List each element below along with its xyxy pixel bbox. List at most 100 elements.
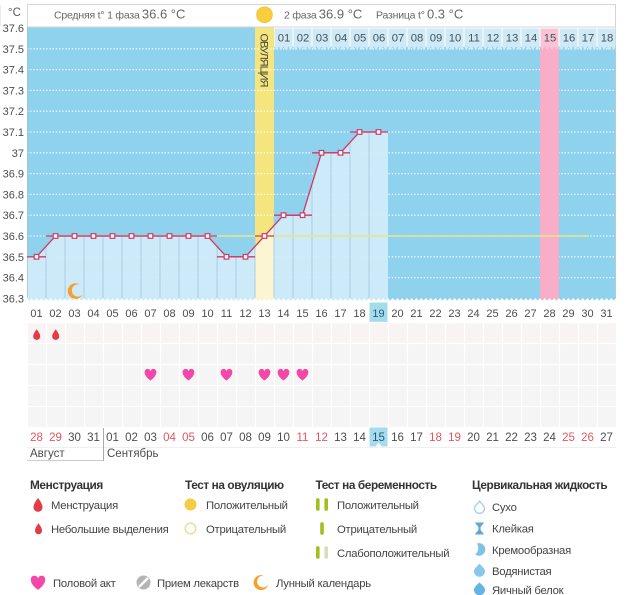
- svg-text:15: 15: [544, 33, 557, 45]
- svg-text:Кремообразная: Кремообразная: [492, 545, 571, 557]
- svg-text:Менструация: Менструация: [51, 500, 118, 512]
- svg-text:02: 02: [297, 33, 310, 45]
- svg-text:31: 31: [87, 432, 100, 444]
- svg-text:03: 03: [68, 308, 80, 320]
- svg-text:37.6: 37.6: [3, 23, 24, 35]
- svg-text:Лунный календарь: Лунный календарь: [276, 578, 371, 590]
- svg-text:23: 23: [524, 432, 537, 444]
- svg-text:37.1: 37.1: [3, 127, 24, 139]
- svg-text:27: 27: [600, 432, 613, 444]
- svg-text:17: 17: [582, 33, 595, 45]
- svg-text:Разница t° 0.3 °C: Разница t° 0.3 °C: [376, 7, 463, 22]
- svg-text:31: 31: [600, 308, 612, 320]
- svg-text:19: 19: [448, 432, 461, 444]
- svg-text:16: 16: [563, 33, 576, 45]
- svg-text:Прием лекарств: Прием лекарств: [157, 578, 239, 590]
- svg-text:36.3: 36.3: [3, 293, 24, 305]
- svg-text:02: 02: [49, 308, 61, 320]
- svg-text:11: 11: [221, 308, 232, 320]
- svg-text:36.6: 36.6: [3, 231, 24, 243]
- svg-text:20: 20: [467, 432, 480, 444]
- svg-text:36.9: 36.9: [3, 169, 24, 181]
- svg-text:36.4: 36.4: [3, 273, 24, 285]
- svg-text:Небольшие выделения: Небольшие выделения: [51, 524, 169, 536]
- svg-text:05: 05: [182, 432, 195, 444]
- svg-text:37: 37: [12, 148, 24, 160]
- svg-text:06: 06: [201, 432, 214, 444]
- svg-text:Тест на беременность: Тест на беременность: [316, 478, 437, 492]
- svg-text:30: 30: [581, 308, 593, 320]
- svg-text:25: 25: [562, 432, 575, 444]
- svg-text:Тест на овуляцию: Тест на овуляцию: [185, 478, 284, 492]
- svg-text:11: 11: [297, 432, 309, 444]
- svg-text:17: 17: [410, 432, 423, 444]
- svg-text:04: 04: [163, 432, 176, 444]
- svg-text:05: 05: [106, 308, 118, 320]
- svg-text:24: 24: [467, 308, 479, 320]
- svg-text:21: 21: [410, 308, 422, 320]
- svg-text:19: 19: [372, 308, 384, 320]
- svg-text:17: 17: [334, 308, 346, 320]
- svg-text:23: 23: [448, 308, 460, 320]
- svg-text:37.3: 37.3: [3, 85, 24, 97]
- svg-text:37.2: 37.2: [3, 106, 24, 118]
- svg-text:28: 28: [30, 432, 43, 444]
- svg-text:13: 13: [334, 432, 347, 444]
- svg-text:18: 18: [353, 308, 365, 320]
- svg-text:26: 26: [505, 308, 517, 320]
- svg-text:°C: °C: [8, 7, 21, 19]
- svg-text:05: 05: [354, 33, 367, 45]
- svg-text:01: 01: [278, 33, 291, 45]
- svg-text:13: 13: [506, 33, 519, 45]
- svg-text:26: 26: [581, 432, 594, 444]
- svg-text:01: 01: [106, 432, 119, 444]
- svg-text:Сентябрь: Сентябрь: [107, 448, 159, 460]
- svg-text:18: 18: [429, 432, 442, 444]
- svg-text:01: 01: [30, 308, 42, 320]
- svg-text:02: 02: [125, 432, 138, 444]
- svg-text:29: 29: [562, 308, 574, 320]
- svg-text:09: 09: [258, 432, 271, 444]
- svg-text:10: 10: [201, 308, 213, 320]
- svg-text:Отрицательный: Отрицательный: [337, 524, 417, 536]
- svg-text:36.8: 36.8: [3, 189, 24, 201]
- svg-text:Положительный: Положительный: [337, 500, 419, 512]
- svg-text:2 фаза 36.9 °C: 2 фаза 36.9 °C: [284, 7, 362, 22]
- svg-text:07: 07: [220, 432, 233, 444]
- svg-text:22: 22: [505, 432, 518, 444]
- svg-text:10: 10: [449, 33, 462, 45]
- svg-text:Положительный: Положительный: [206, 500, 288, 512]
- svg-text:30: 30: [68, 432, 81, 444]
- svg-text:37.5: 37.5: [3, 44, 24, 56]
- svg-text:15: 15: [372, 432, 385, 444]
- svg-text:14: 14: [525, 33, 538, 45]
- svg-text:14: 14: [277, 308, 289, 320]
- svg-text:07: 07: [392, 33, 405, 45]
- svg-text:Половой акт: Половой акт: [53, 578, 116, 590]
- svg-text:11: 11: [468, 33, 480, 45]
- svg-text:Водянистая: Водянистая: [492, 566, 552, 578]
- svg-text:Менструация: Менструация: [30, 478, 103, 492]
- svg-text:25: 25: [486, 308, 498, 320]
- svg-text:07: 07: [144, 308, 156, 320]
- svg-text:14: 14: [353, 432, 366, 444]
- svg-text:Отрицательный: Отрицательный: [206, 524, 286, 536]
- svg-text:Клейкая: Клейкая: [492, 524, 534, 536]
- svg-text:12: 12: [315, 432, 328, 444]
- svg-text:08: 08: [239, 432, 252, 444]
- svg-text:04: 04: [87, 308, 99, 320]
- svg-text:Яичный белок: Яичный белок: [492, 585, 564, 595]
- svg-text:21: 21: [486, 432, 499, 444]
- svg-text:ОВУЛЯЦИЯ: ОВУЛЯЦИЯ: [258, 34, 270, 88]
- svg-text:09: 09: [182, 308, 194, 320]
- svg-text:18: 18: [601, 33, 614, 45]
- svg-text:13: 13: [258, 308, 270, 320]
- svg-text:16: 16: [391, 432, 404, 444]
- svg-text:04: 04: [335, 33, 348, 45]
- svg-text:24: 24: [543, 432, 556, 444]
- svg-text:Слабоположительный: Слабоположительный: [337, 548, 449, 560]
- svg-text:36.7: 36.7: [3, 210, 24, 222]
- svg-text:37.4: 37.4: [3, 65, 24, 77]
- svg-text:09: 09: [430, 33, 443, 45]
- svg-text:08: 08: [411, 33, 424, 45]
